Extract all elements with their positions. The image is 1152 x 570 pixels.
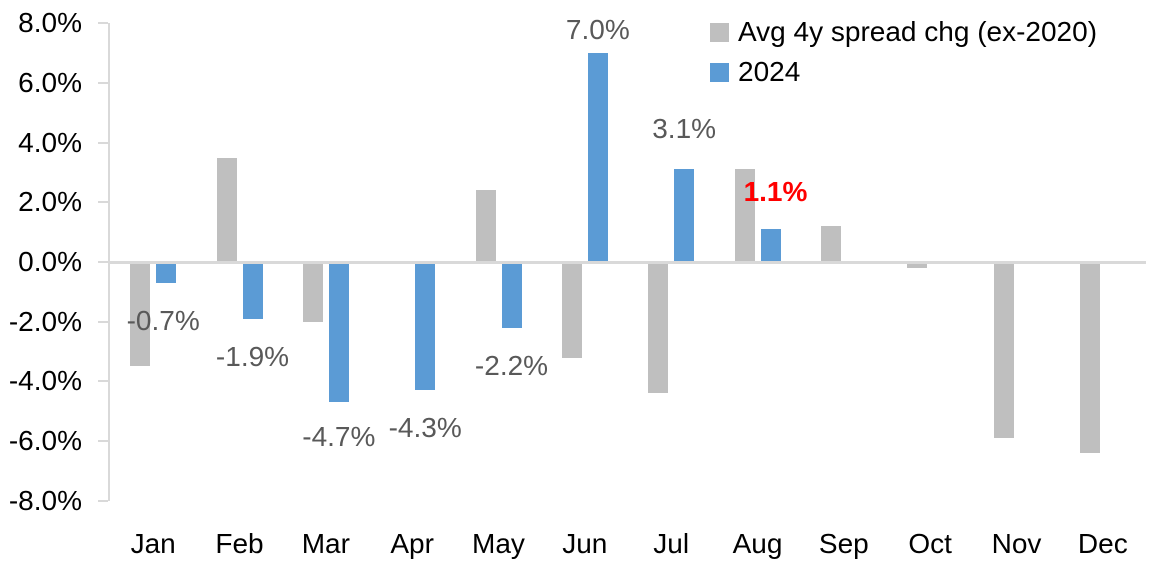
data-label-jul: 3.1% xyxy=(652,113,717,145)
x-axis-label-aug: Aug xyxy=(732,528,783,559)
x-axis-label-nov: Nov xyxy=(991,528,1042,559)
y-axis-tick xyxy=(98,380,108,383)
bar-avg-sep xyxy=(820,226,841,262)
bar-2024-may xyxy=(501,262,522,328)
bar-avg-nov xyxy=(993,262,1014,439)
legend-swatch-blue xyxy=(710,62,729,82)
y-axis-tick-label: -8.0% xyxy=(8,484,82,516)
bar-avg-dec xyxy=(1079,262,1100,454)
bar-avg-jun xyxy=(561,262,582,358)
zero-gridline xyxy=(110,261,1146,264)
y-axis-tick-label: 6.0% xyxy=(18,66,82,98)
data-label-jan: -0.7% xyxy=(126,304,200,336)
bar-avg-oct xyxy=(907,262,928,268)
y-axis-tick xyxy=(98,22,108,25)
data-label-jun: 7.0% xyxy=(565,14,630,46)
y-axis-line xyxy=(108,23,110,501)
data-label-may: -2.2% xyxy=(474,349,549,381)
legend-item-2024: 2024 xyxy=(710,52,1097,92)
x-axis-label-may: May xyxy=(472,528,525,559)
y-axis-tick-label: 8.0% xyxy=(18,7,82,39)
y-axis-tick xyxy=(98,320,108,323)
data-label-feb: -1.9% xyxy=(215,340,290,372)
x-axis-label-oct: Oct xyxy=(908,528,952,559)
x-axis-label-feb: Feb xyxy=(215,528,264,559)
data-label-aug: 1.1% xyxy=(743,176,808,208)
y-axis-tick xyxy=(98,81,108,84)
x-axis-label-jun: Jun xyxy=(562,528,608,559)
bar-avg-may xyxy=(475,190,496,262)
bar-2024-apr xyxy=(415,262,436,391)
bar-avg-mar xyxy=(302,262,323,322)
legend-item-avg-series: Avg 4y spread chg (ex-2020) xyxy=(710,12,1097,52)
y-axis-tick-label: 0.0% xyxy=(18,246,82,277)
bar-avg-jul xyxy=(648,262,669,394)
y-axis-tick-label: -6.0% xyxy=(8,425,82,457)
legend-label-2024: 2024 xyxy=(738,56,801,87)
y-axis-tick-label: -4.0% xyxy=(8,365,82,397)
x-axis-label-sep: Sep xyxy=(818,528,869,559)
y-axis-tick xyxy=(98,499,108,502)
bar-2024-jan xyxy=(156,262,177,283)
data-label-mar: -4.7% xyxy=(302,421,376,453)
data-label-apr: -4.3% xyxy=(388,412,462,444)
y-axis-tick xyxy=(98,440,108,443)
y-axis-tick xyxy=(98,201,108,204)
x-axis-label-jan: Jan xyxy=(130,528,176,559)
bar-avg-aug xyxy=(734,169,755,262)
bar-2024-jul xyxy=(674,169,695,262)
y-axis-tick-label: 2.0% xyxy=(18,186,82,218)
legend-swatch-gray xyxy=(710,22,729,42)
legend: Avg 4y spread chg (ex-2020) 2024 xyxy=(710,12,1097,92)
bar-2024-aug xyxy=(760,229,781,262)
bar-2024-mar xyxy=(328,262,349,403)
bar-2024-feb xyxy=(242,262,263,319)
bar-avg-jan xyxy=(130,262,151,367)
y-axis-tick xyxy=(98,141,108,144)
x-axis-label-jul: Jul xyxy=(653,528,690,559)
bar-2024-jun xyxy=(587,53,608,262)
bar-avg-feb xyxy=(216,157,237,262)
y-axis-tick xyxy=(98,261,108,263)
x-axis-label-apr: Apr xyxy=(390,528,434,559)
x-axis-label-mar: Mar xyxy=(301,528,350,559)
x-axis-label-dec: Dec xyxy=(1077,528,1128,559)
y-axis-tick-label: 4.0% xyxy=(18,126,82,158)
y-axis-tick-label: -2.0% xyxy=(8,305,82,337)
legend-label-avg-series: Avg 4y spread chg (ex-2020) xyxy=(738,16,1098,47)
